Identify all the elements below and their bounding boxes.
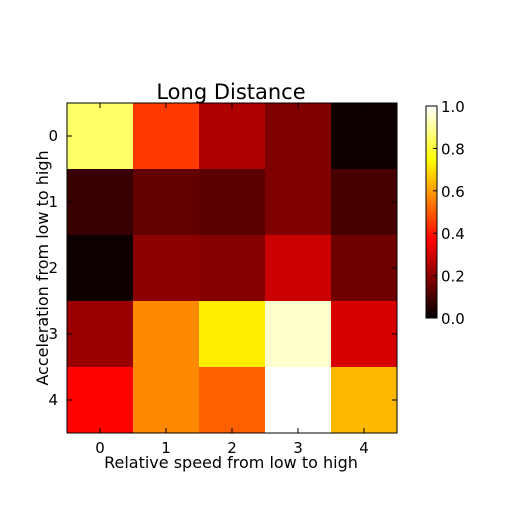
heatmap-cell-r4-c0: [67, 367, 134, 434]
heatmap-cell-r2-c4: [331, 235, 398, 302]
heatmap-cell-r0-c2: [199, 103, 266, 170]
colorbar-tick-label: 0.8: [441, 140, 465, 158]
heatmap-cell-r0-c4: [331, 103, 398, 170]
heatmap-cells: [67, 103, 398, 434]
heatmap-cell-r4-c2: [199, 367, 266, 434]
colorbar-tick-label: 0.4: [441, 225, 465, 243]
colorbar-tick-label: 0.0: [441, 310, 465, 328]
heatmap-cell-r3-c3: [265, 301, 332, 368]
heatmap-cell-r3-c0: [67, 301, 134, 368]
colorbar-ticks: 0.0 0.2 0.4 0.6 0.8 1.0: [433, 98, 465, 328]
heatmap-cell-r0-c1: [133, 103, 200, 170]
y-tick-label: 4: [48, 391, 58, 409]
heatmap-cell-r2-c3: [265, 235, 332, 302]
y-tick-label: 1: [48, 193, 58, 211]
heatmap-cell-r2-c0: [67, 235, 134, 302]
x-tick-label: 1: [161, 439, 171, 457]
x-tick-label: 4: [359, 439, 369, 457]
heatmap-cell-r1-c0: [67, 169, 134, 236]
x-axis-label: Relative speed from low to high: [104, 453, 358, 472]
y-axis-label: Acceleration from low to high: [33, 150, 52, 385]
heatmap-cell-r4-c4: [331, 367, 398, 434]
y-tick-label: 2: [48, 259, 58, 277]
x-axis-ticks: 0 1 2 3 4: [95, 103, 369, 457]
x-tick-label: 2: [227, 439, 237, 457]
x-tick-label: 0: [95, 439, 105, 457]
y-tick-label: 3: [48, 325, 58, 343]
y-tick-label: 0: [48, 127, 58, 145]
heatmap-cell-r0-c0: [67, 103, 134, 170]
heatmap-cell-r1-c3: [265, 169, 332, 236]
heatmap-cell-r2-c2: [199, 235, 266, 302]
heatmap-cell-r2-c1: [133, 235, 200, 302]
colorbar-tick-label: 0.2: [441, 268, 465, 286]
chart-title: Long Distance: [156, 80, 305, 104]
heatmap-cell-r1-c1: [133, 169, 200, 236]
heatmap-cell-r1-c2: [199, 169, 266, 236]
heatmap-cell-r0-c3: [265, 103, 332, 170]
heatmap-cell-r4-c1: [133, 367, 200, 434]
colorbar: [425, 105, 438, 319]
y-axis-ticks: 0 1 2 3 4: [48, 127, 397, 409]
heatmap-cell-r4-c3: [265, 367, 332, 434]
heatmap-cell-r3-c1: [133, 301, 200, 368]
x-tick-label: 3: [293, 439, 303, 457]
colorbar-tick-label: 0.6: [441, 183, 465, 201]
heatmap-cell-r1-c4: [331, 169, 398, 236]
colorbar-tick-label: 1.0: [441, 98, 465, 116]
heatmap-cell-r3-c4: [331, 301, 398, 368]
heatmap-cell-r3-c2: [199, 301, 266, 368]
